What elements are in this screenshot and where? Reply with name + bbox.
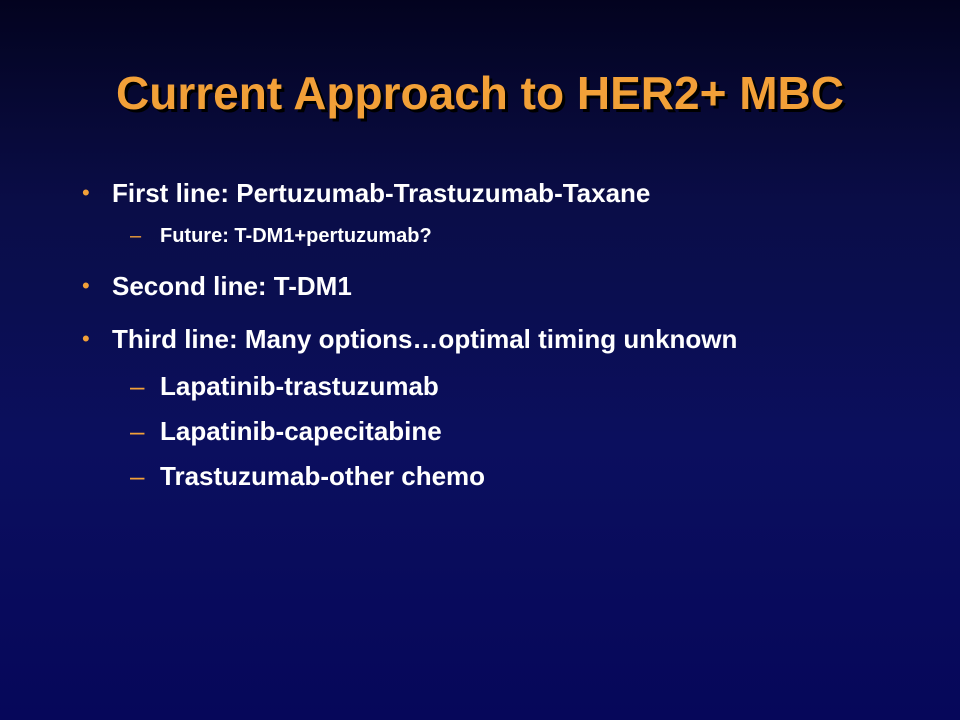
slide-title: Current Approach to HER2+ MBC	[116, 67, 844, 119]
bullet-item-third-line: • Third line: Many options…optimal timin…	[82, 323, 737, 355]
dash-marker: –	[130, 371, 145, 401]
sub-bullet-text: Trastuzumab-other chemo	[160, 461, 486, 491]
bullet-marker: •	[82, 180, 90, 205]
sub-bullet-item-future: – Future: T-DM1+pertuzumab?	[130, 223, 432, 249]
sub-bullet-item-lapatinib-capecitabine: – Lapatinib-capecitabine	[130, 415, 442, 447]
sub-bullet-item-trastuzumab-other-chemo: – Trastuzumab-other chemo	[130, 460, 485, 492]
bullet-item-first-line: • First line: Pertuzumab-Trastuzumab-Tax…	[82, 177, 650, 209]
bullet-marker: •	[82, 326, 90, 351]
bullet-marker: •	[82, 273, 90, 298]
sub-bullet-text: Lapatinib-trastuzumab	[160, 371, 439, 401]
sub-bullet-text: Lapatinib-capecitabine	[160, 416, 442, 446]
bullet-text: Third line: Many options…optimal timing …	[112, 324, 738, 354]
sub-bullet-text: Future: T-DM1+pertuzumab?	[160, 225, 432, 247]
bullet-item-second-line: • Second line: T-DM1	[82, 270, 352, 302]
dash-marker: –	[130, 416, 145, 446]
bullet-text: First line: Pertuzumab-Trastuzumab-Taxan…	[112, 178, 651, 208]
dash-marker: –	[130, 461, 145, 491]
bullet-text: Second line: T-DM1	[112, 271, 352, 301]
sub-bullet-item-lapatinib-trastuzumab: – Lapatinib-trastuzumab	[130, 370, 439, 402]
dash-marker: –	[130, 225, 142, 247]
